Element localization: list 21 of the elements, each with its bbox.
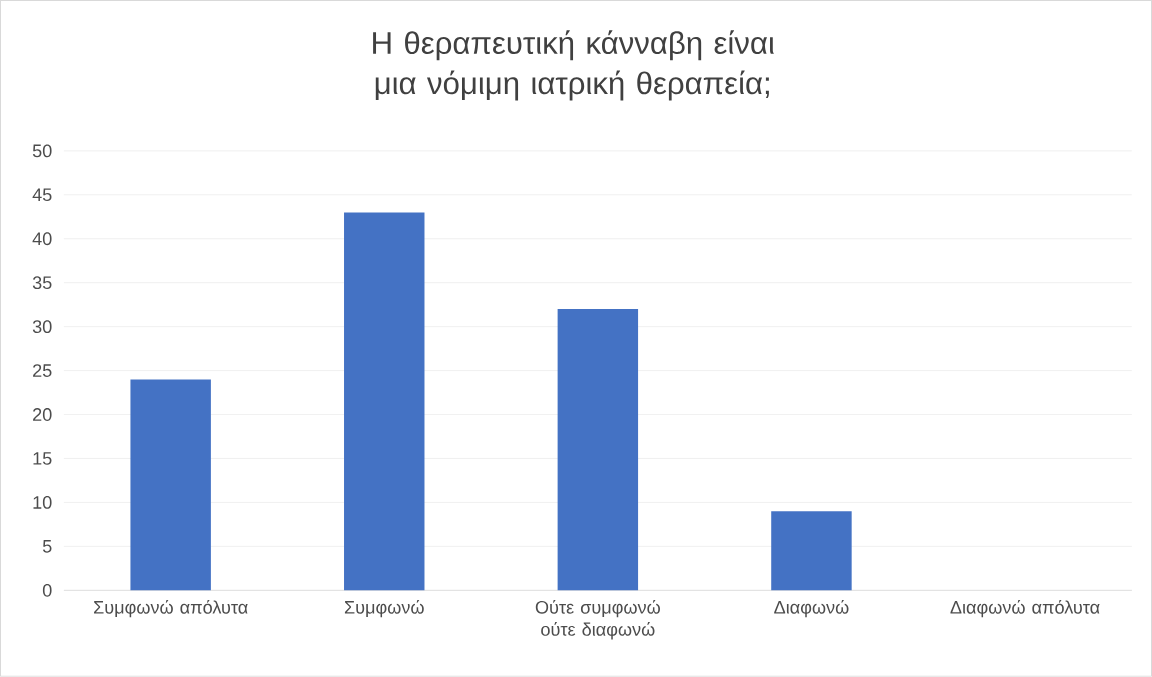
y-tick-label: 45: [32, 188, 52, 202]
bar: [771, 511, 852, 591]
x-tick-label: Διαφωνώ: [774, 600, 849, 618]
x-tick-label: Διαφωνώ απόλυτα: [950, 600, 1100, 618]
bar: [130, 379, 211, 591]
y-tick-label: 40: [32, 232, 52, 246]
y-tick-label: 5: [42, 540, 52, 553]
y-tick-label: 0: [42, 584, 52, 597]
y-tick-label: 25: [33, 364, 52, 378]
chart-title: Η θεραπευτική κάνναβη είναι μια νόμιμη ιατρική θεραπεία;: [373, 30, 774, 101]
x-tick-label: Συμφωνώ απόλυτα: [94, 600, 248, 618]
x-tick-label: Συμφωνώ: [344, 600, 424, 618]
y-tick-label: 30: [32, 320, 52, 334]
y-tick-label: 10: [33, 496, 52, 509]
y-tick-label: 50: [32, 144, 52, 158]
bar: [557, 309, 639, 591]
bar: [344, 212, 425, 591]
y-tick-label: 15: [33, 452, 52, 465]
x-tick-label: Ούτε συμφωνώ ούτε διαφωνώ: [535, 600, 660, 640]
y-tick-label: 20: [33, 408, 52, 422]
y-tick-label: 35: [32, 276, 52, 290]
